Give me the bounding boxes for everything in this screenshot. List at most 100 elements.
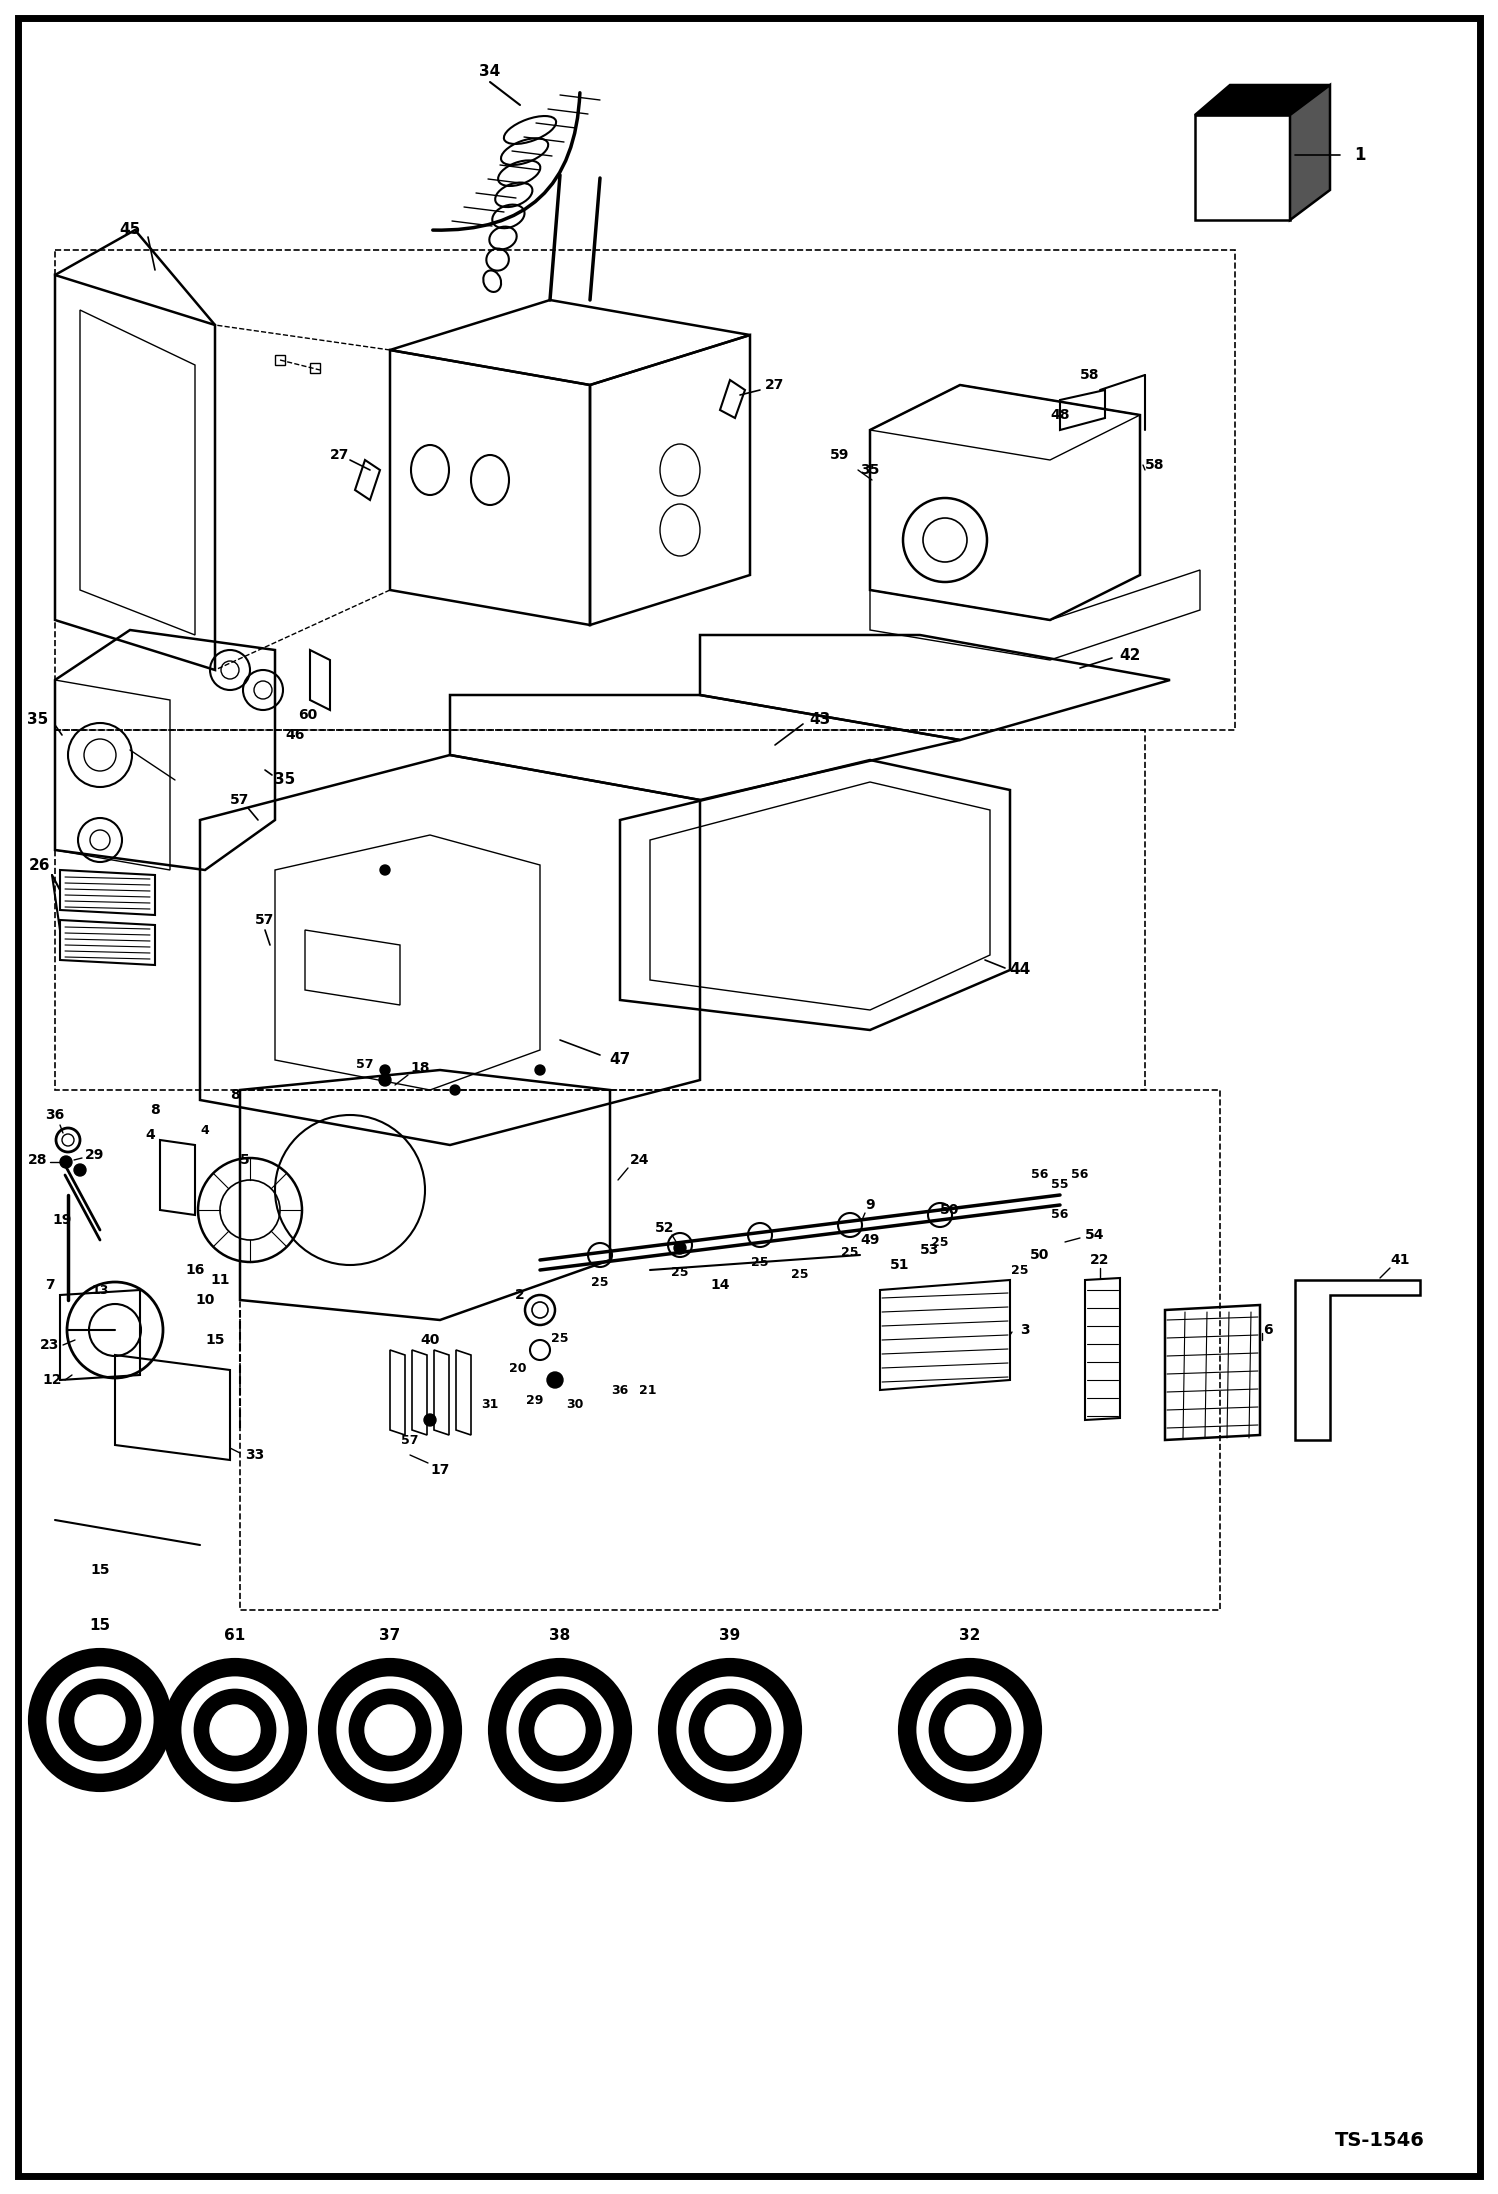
Text: 57: 57 [401, 1433, 419, 1446]
Text: 40: 40 [421, 1334, 440, 1347]
Text: 46: 46 [285, 728, 304, 742]
Text: 20: 20 [509, 1362, 527, 1373]
Circle shape [366, 1705, 415, 1755]
Text: 53: 53 [920, 1244, 939, 1257]
Circle shape [535, 1705, 586, 1755]
Text: 56: 56 [1071, 1169, 1089, 1183]
Text: 57: 57 [357, 1058, 373, 1071]
Text: 38: 38 [550, 1628, 571, 1643]
Text: 5: 5 [240, 1154, 250, 1167]
Text: TS-1546: TS-1546 [1335, 2130, 1425, 2150]
Text: 34: 34 [479, 64, 500, 79]
Text: 18: 18 [410, 1062, 430, 1075]
Text: 23: 23 [40, 1338, 60, 1352]
Text: 45: 45 [120, 222, 141, 237]
Circle shape [661, 1661, 800, 1799]
Text: 19: 19 [52, 1213, 72, 1226]
Text: 3: 3 [1020, 1323, 1029, 1336]
Text: 52: 52 [655, 1222, 674, 1235]
Polygon shape [160, 1141, 195, 1215]
Circle shape [706, 1705, 755, 1755]
Polygon shape [1290, 86, 1330, 219]
Text: 58: 58 [1146, 459, 1165, 472]
Text: 25: 25 [752, 1257, 768, 1270]
Polygon shape [1195, 86, 1330, 114]
Text: 59: 59 [830, 448, 849, 463]
Text: 47: 47 [610, 1053, 631, 1068]
Text: 13: 13 [91, 1283, 109, 1297]
Text: 61: 61 [225, 1628, 246, 1643]
Text: 17: 17 [430, 1463, 449, 1477]
Text: 2: 2 [515, 1288, 524, 1301]
Polygon shape [1195, 114, 1290, 219]
Text: 6: 6 [1263, 1323, 1273, 1336]
Text: 14: 14 [710, 1277, 730, 1292]
Circle shape [60, 1681, 139, 1760]
Text: 25: 25 [842, 1246, 858, 1259]
Circle shape [379, 1075, 391, 1086]
Circle shape [424, 1413, 436, 1426]
Text: 60: 60 [298, 709, 318, 722]
Text: 54: 54 [1085, 1229, 1104, 1242]
Text: 27: 27 [765, 377, 785, 393]
Circle shape [210, 1705, 261, 1755]
Text: 51: 51 [890, 1257, 909, 1273]
Text: 4: 4 [145, 1128, 154, 1143]
Circle shape [676, 1674, 785, 1786]
Text: 25: 25 [592, 1277, 608, 1290]
Text: 57: 57 [231, 792, 250, 807]
Circle shape [520, 1689, 601, 1771]
Text: 31: 31 [481, 1398, 499, 1411]
Text: 16: 16 [186, 1264, 205, 1277]
Text: 11: 11 [210, 1273, 229, 1288]
Text: 25: 25 [551, 1332, 569, 1345]
Circle shape [73, 1165, 85, 1176]
Text: 21: 21 [640, 1384, 656, 1398]
Text: 37: 37 [379, 1628, 400, 1643]
Text: 50: 50 [941, 1202, 960, 1218]
Text: 55: 55 [1052, 1178, 1068, 1191]
FancyArrowPatch shape [433, 92, 580, 230]
Text: 35: 35 [860, 463, 879, 476]
Text: 35: 35 [27, 713, 48, 728]
Circle shape [321, 1661, 460, 1799]
Circle shape [930, 1689, 1010, 1771]
Circle shape [945, 1705, 995, 1755]
Circle shape [75, 1696, 124, 1744]
Text: 43: 43 [809, 713, 830, 728]
Bar [55, 250, 1234, 731]
Text: 27: 27 [331, 448, 349, 463]
Circle shape [380, 1064, 389, 1075]
Bar [240, 1090, 1219, 1610]
Text: 56: 56 [1031, 1169, 1049, 1183]
Text: 48: 48 [1050, 408, 1070, 421]
Bar [55, 731, 1144, 1090]
Circle shape [449, 1086, 460, 1095]
Circle shape [336, 1674, 445, 1786]
Text: 12: 12 [42, 1373, 61, 1387]
Text: 25: 25 [671, 1266, 689, 1279]
Circle shape [60, 1156, 72, 1167]
Text: 49: 49 [860, 1233, 879, 1246]
Bar [276, 355, 285, 364]
Text: 25: 25 [791, 1268, 809, 1281]
Circle shape [691, 1689, 770, 1771]
Text: 7: 7 [45, 1277, 55, 1292]
Text: 57: 57 [255, 913, 274, 928]
Circle shape [490, 1661, 631, 1799]
Text: 30: 30 [566, 1398, 584, 1411]
Text: 8: 8 [231, 1088, 240, 1101]
Text: 8: 8 [150, 1104, 160, 1117]
Text: 56: 56 [1052, 1209, 1068, 1222]
Circle shape [180, 1674, 291, 1786]
Circle shape [535, 1064, 545, 1075]
Circle shape [195, 1689, 276, 1771]
Circle shape [165, 1661, 306, 1799]
Text: 39: 39 [719, 1628, 740, 1643]
Circle shape [915, 1674, 1025, 1786]
Text: 4: 4 [201, 1123, 210, 1136]
Text: 15: 15 [90, 1562, 109, 1577]
Text: 15: 15 [205, 1334, 225, 1347]
Text: 25: 25 [1011, 1264, 1029, 1277]
Text: 25: 25 [932, 1237, 948, 1251]
